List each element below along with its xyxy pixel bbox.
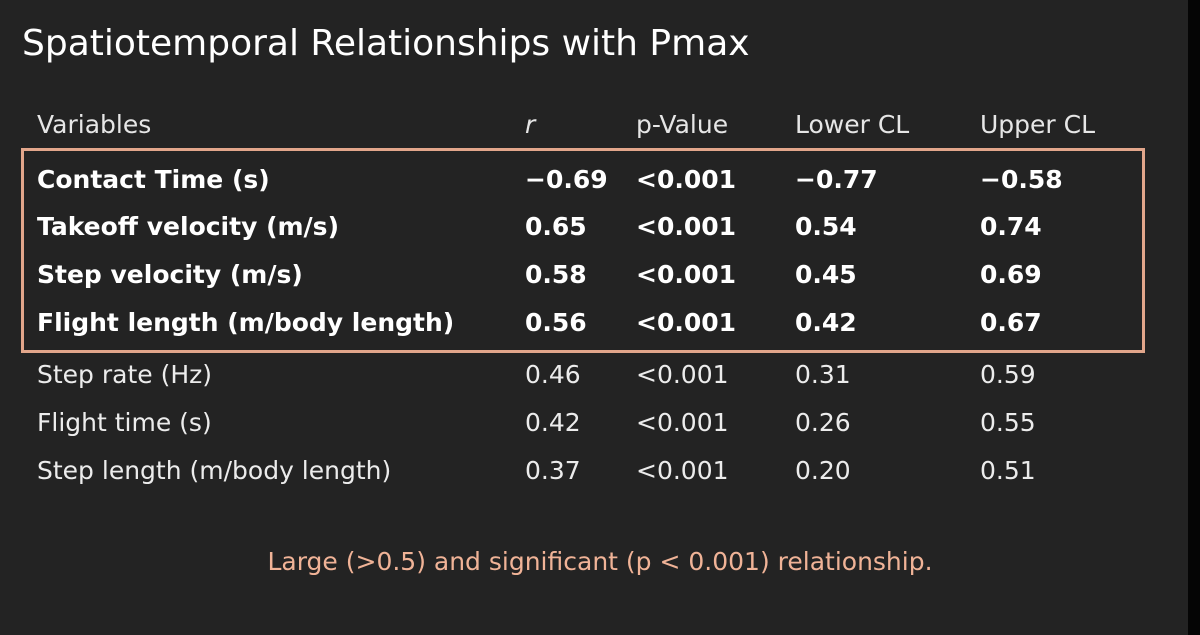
variable-name: Step rate (Hz) bbox=[37, 360, 213, 389]
table-header-row: Variables r p-Value Lower CL Upper CL bbox=[0, 105, 1188, 145]
variable-name: Takeoff velocity (m/s) bbox=[37, 212, 339, 241]
header-r: r bbox=[525, 110, 536, 139]
header-lower-cl: Lower CL bbox=[795, 110, 910, 139]
table-row: Step velocity (m/s) 0.58 <0.001 0.45 0.6… bbox=[0, 255, 1188, 295]
upper-cl: 0.51 bbox=[980, 456, 1036, 485]
variable-name: Step velocity (m/s) bbox=[37, 260, 303, 289]
significant-rows-highlight-box bbox=[21, 148, 1145, 353]
r-value: 0.65 bbox=[525, 212, 587, 241]
table-row: Step length (m/body length) 0.37 <0.001 … bbox=[0, 451, 1188, 491]
upper-cl: 0.59 bbox=[980, 360, 1036, 389]
table-row: Flight length (m/body length) 0.56 <0.00… bbox=[0, 303, 1188, 343]
r-value: 0.46 bbox=[525, 360, 581, 389]
upper-cl: 0.69 bbox=[980, 260, 1042, 289]
lower-cl: 0.45 bbox=[795, 260, 857, 289]
header-p-value: p-Value bbox=[636, 110, 729, 139]
lower-cl: 0.20 bbox=[795, 456, 851, 485]
lower-cl: 0.26 bbox=[795, 408, 851, 437]
r-value: −0.69 bbox=[525, 165, 608, 194]
variable-name: Flight time (s) bbox=[37, 408, 212, 437]
p-value: <0.001 bbox=[636, 308, 737, 337]
lower-cl: 0.54 bbox=[795, 212, 857, 241]
slide-title: Spatiotemporal Relationships with Pmax bbox=[22, 23, 750, 64]
footnote: Large (>0.5) and significant (p < 0.001)… bbox=[267, 547, 933, 576]
table-row: Step rate (Hz) 0.46 <0.001 0.31 0.59 bbox=[0, 355, 1188, 395]
p-value: <0.001 bbox=[636, 165, 737, 194]
lower-cl: −0.77 bbox=[795, 165, 878, 194]
table-row: Contact Time (s) −0.69 <0.001 −0.77 −0.5… bbox=[0, 160, 1188, 200]
r-value: 0.56 bbox=[525, 308, 587, 337]
upper-cl: 0.55 bbox=[980, 408, 1036, 437]
r-value: 0.58 bbox=[525, 260, 587, 289]
lower-cl: 0.42 bbox=[795, 308, 857, 337]
p-value: <0.001 bbox=[636, 360, 729, 389]
upper-cl: −0.58 bbox=[980, 165, 1063, 194]
p-value: <0.001 bbox=[636, 260, 737, 289]
upper-cl: 0.74 bbox=[980, 212, 1042, 241]
variable-name: Flight length (m/body length) bbox=[37, 308, 455, 337]
table-row: Flight time (s) 0.42 <0.001 0.26 0.55 bbox=[0, 403, 1188, 443]
variable-name: Step length (m/body length) bbox=[37, 456, 392, 485]
p-value: <0.001 bbox=[636, 408, 729, 437]
p-value: <0.001 bbox=[636, 212, 737, 241]
table-row: Takeoff velocity (m/s) 0.65 <0.001 0.54 … bbox=[0, 207, 1188, 247]
r-value: 0.42 bbox=[525, 408, 581, 437]
p-value: <0.001 bbox=[636, 456, 729, 485]
right-edge-border bbox=[1188, 0, 1200, 635]
header-variables: Variables bbox=[37, 110, 152, 139]
upper-cl: 0.67 bbox=[980, 308, 1042, 337]
lower-cl: 0.31 bbox=[795, 360, 851, 389]
variable-name: Contact Time (s) bbox=[37, 165, 270, 194]
header-upper-cl: Upper CL bbox=[980, 110, 1096, 139]
r-value: 0.37 bbox=[525, 456, 581, 485]
